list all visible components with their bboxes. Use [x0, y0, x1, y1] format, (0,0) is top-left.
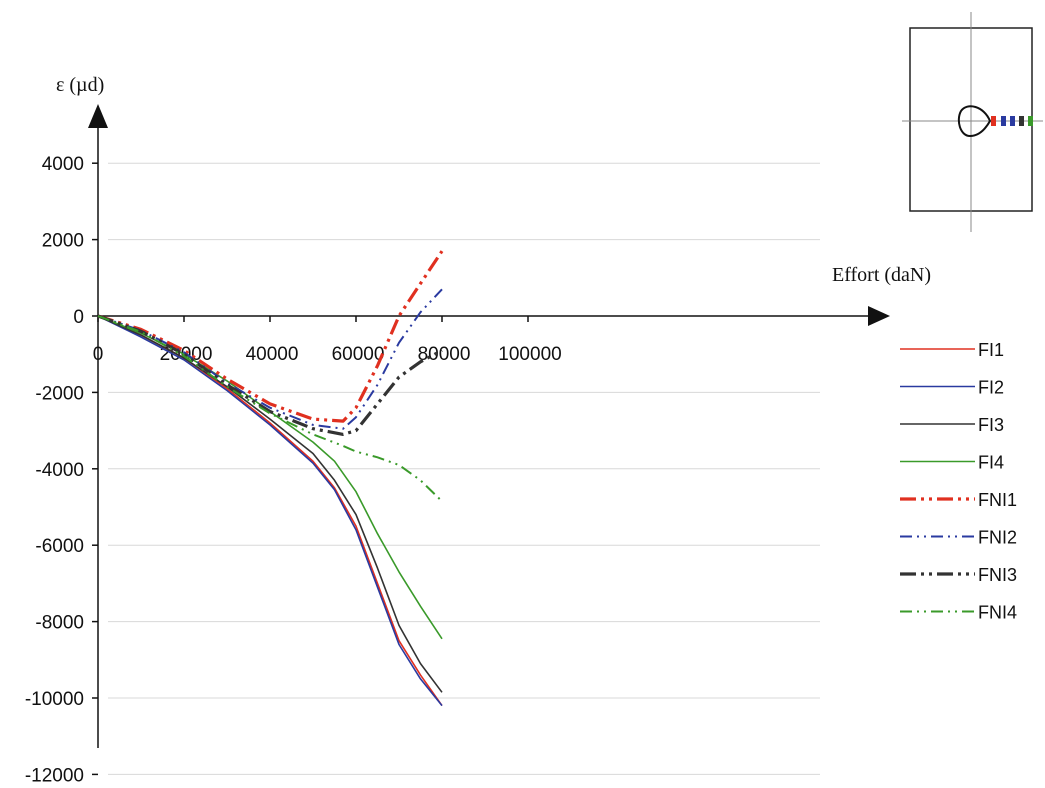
legend-label-fi2: FI2 [978, 378, 1004, 398]
series-lines [97, 250, 444, 707]
y-tick-label: -12000 [25, 765, 84, 786]
x-tick-label: 40000 [246, 344, 299, 365]
legend-label-fi1: FI1 [978, 340, 1004, 360]
y-ticks: 4000 2000 0 -2000 -4000 -6000 -8000 -10000 -1200… [25, 154, 98, 786]
gauge-marker-dark [1019, 116, 1024, 126]
gauge-marker-blue [1001, 116, 1006, 126]
x-tick-label: 100000 [498, 344, 561, 365]
y-tick-label: 0 [73, 307, 84, 328]
series-line-fi1 [97, 315, 443, 707]
series-line-fni1 [97, 250, 444, 423]
series-line-fni3 [97, 314, 443, 436]
axes [88, 104, 890, 748]
y-tick-label: -10000 [25, 689, 84, 710]
x-tick-label: 0 [93, 344, 104, 365]
gridlines [108, 162, 820, 775]
x-axis-title: Effort (daN) [832, 264, 931, 286]
series-line-fi2 [97, 315, 443, 707]
legend-label-fi3: FI3 [978, 415, 1004, 435]
x-tick-label: 80000 [418, 344, 471, 365]
gauge-marker-blue-2 [1010, 116, 1015, 126]
x-ticks: 0 20000 40000 60000 80000 100000 [93, 316, 562, 365]
y-tick-label: -6000 [35, 536, 84, 557]
y-tick-label: -8000 [35, 613, 84, 634]
gauge-marker-green [1028, 116, 1033, 126]
series-line-fni4 [97, 315, 443, 503]
y-axis-arrow [88, 104, 108, 128]
x-tick-label: 60000 [332, 344, 385, 365]
legend-label-fi4: FI4 [978, 453, 1004, 473]
legend-label-fni2: FNI2 [978, 528, 1017, 548]
legend-label-fni3: FNI3 [978, 565, 1017, 585]
y-tick-label: -4000 [35, 460, 84, 481]
hole-outline [957, 105, 992, 138]
legend-label-fni1: FNI1 [978, 490, 1017, 510]
specimen-inset [902, 12, 1043, 232]
y-tick-label: 4000 [42, 154, 84, 175]
series-line-fi3 [97, 315, 443, 693]
series-line-fni2 [97, 288, 443, 430]
y-tick-label: 2000 [42, 231, 84, 252]
gauge-marker-red [991, 116, 996, 126]
y-tick-label: -2000 [35, 383, 84, 404]
x-axis-arrow [868, 306, 890, 326]
legend-label-fni4: FNI4 [978, 603, 1017, 623]
y-axis-title: ε (µd) [56, 74, 104, 96]
legend: FI1 FI2 FI3 FI4 FNI1 FNI2 FNI3 FNI4 [900, 340, 1017, 623]
